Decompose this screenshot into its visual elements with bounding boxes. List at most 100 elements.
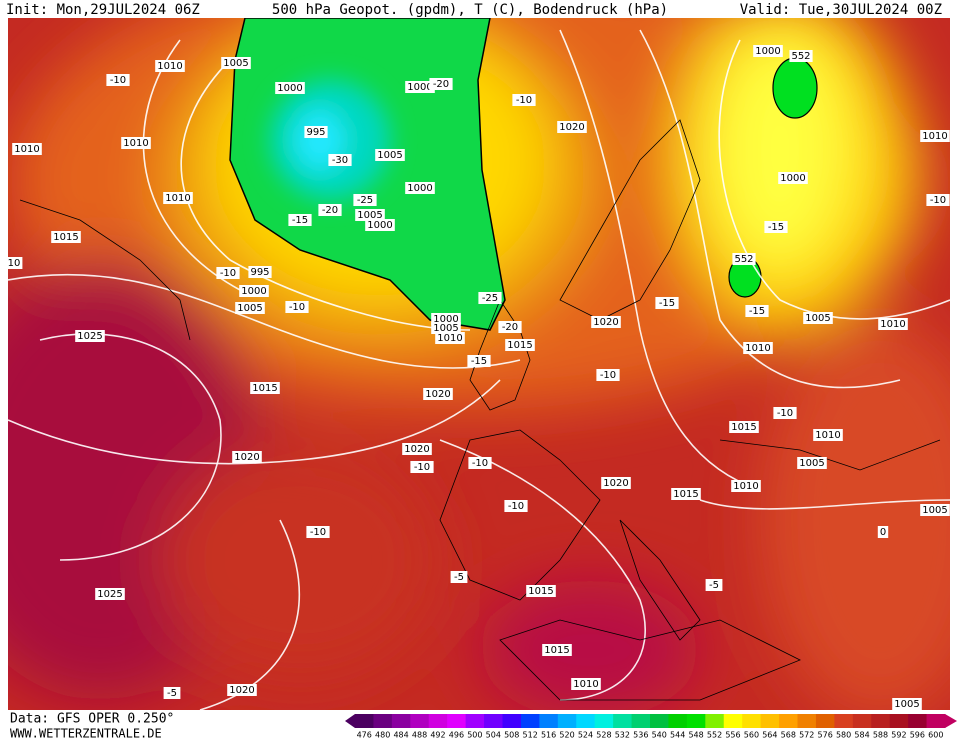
green-zone bbox=[772, 57, 818, 119]
contour-label: 1015 bbox=[731, 422, 756, 433]
contour-label: 1015 bbox=[252, 383, 277, 394]
label-box bbox=[353, 194, 377, 206]
contour-label: -15 bbox=[471, 356, 487, 367]
label-box bbox=[773, 407, 797, 419]
isobars bbox=[8, 29, 950, 710]
label-box bbox=[571, 678, 601, 690]
label-box bbox=[304, 126, 328, 138]
colorbar-label: 496 bbox=[449, 731, 464, 740]
colorbar-label: 544 bbox=[670, 731, 685, 740]
colorbar-arrow bbox=[345, 714, 355, 728]
colorbar-swatch bbox=[650, 714, 669, 728]
colorbar-swatch bbox=[908, 714, 928, 728]
label-box bbox=[542, 644, 572, 656]
contour-label: 1005 bbox=[805, 313, 830, 324]
contour-label: 1020 bbox=[425, 389, 450, 400]
valid-time: Valid: Tue,30JUL2024 00Z bbox=[740, 2, 942, 18]
contour-label: -15 bbox=[292, 215, 308, 226]
contour-label: -10 bbox=[110, 75, 126, 86]
colorbar-label: 560 bbox=[744, 731, 759, 740]
contour-label: -20 bbox=[502, 322, 518, 333]
contour-label: -15 bbox=[749, 306, 765, 317]
colorbar-label: 532 bbox=[615, 731, 630, 740]
colorbar-label: 504 bbox=[486, 731, 501, 740]
contour-label: -15 bbox=[659, 298, 675, 309]
label-box bbox=[355, 209, 385, 221]
contour-label: 1020 bbox=[229, 685, 254, 696]
colorbar-swatch bbox=[631, 714, 651, 728]
contour-label: 1020 bbox=[234, 452, 259, 463]
label-box bbox=[926, 194, 950, 206]
label-box bbox=[250, 382, 280, 394]
contour-label: 1005 bbox=[433, 323, 458, 334]
label-box bbox=[655, 297, 679, 309]
contour-label: 1020 bbox=[559, 122, 584, 133]
contour-label: 1020 bbox=[593, 317, 618, 328]
label-box bbox=[405, 81, 435, 93]
contour-label: 1010 bbox=[573, 679, 598, 690]
contour-label: 552 bbox=[791, 51, 810, 62]
contour-label: 10 bbox=[8, 258, 21, 269]
contour-label: -10 bbox=[220, 268, 236, 279]
contour-label: 1000 bbox=[407, 82, 432, 93]
label-box bbox=[797, 457, 827, 469]
label-box bbox=[235, 302, 265, 314]
contour-label: -30 bbox=[332, 155, 348, 166]
contour-label: -10 bbox=[310, 527, 326, 538]
colorbar-swatch bbox=[705, 714, 725, 728]
contour-label: 1015 bbox=[53, 232, 78, 243]
contour-label: -10 bbox=[777, 408, 793, 419]
colorbar-label: 516 bbox=[541, 731, 556, 740]
contour-label: -10 bbox=[930, 195, 946, 206]
colorbar-swatch bbox=[668, 714, 688, 728]
contour-label: 552 bbox=[734, 254, 753, 265]
label-box bbox=[745, 305, 769, 317]
colorbar-label: 572 bbox=[799, 731, 814, 740]
label-box bbox=[95, 588, 125, 600]
colorbar-label: 508 bbox=[504, 731, 519, 740]
label-box bbox=[671, 488, 701, 500]
label-box bbox=[221, 57, 251, 69]
colorbar-label: 592 bbox=[891, 731, 906, 740]
colorbar-swatch bbox=[834, 714, 854, 728]
map-title: 500 hPa Geopot. (gpdm), T (C), Bodendruc… bbox=[272, 2, 668, 18]
label-box bbox=[232, 451, 262, 463]
contour-label: 1005 bbox=[799, 458, 824, 469]
contour-label: 1010 bbox=[123, 138, 148, 149]
colorbar-swatch bbox=[576, 714, 596, 728]
colorbar-label: 488 bbox=[412, 731, 427, 740]
colorbar-label: 492 bbox=[430, 731, 445, 740]
contour-label: -20 bbox=[433, 79, 449, 90]
contour-label: 1005 bbox=[223, 58, 248, 69]
contour-label: 1020 bbox=[603, 478, 628, 489]
label-box bbox=[705, 579, 723, 591]
label-box bbox=[803, 312, 833, 324]
label-box bbox=[505, 339, 535, 351]
colorbar-label: 568 bbox=[781, 731, 796, 740]
label-box bbox=[920, 130, 950, 142]
label-box bbox=[288, 214, 312, 226]
contour-label: 1010 bbox=[157, 61, 182, 72]
colorbar-label: 584 bbox=[854, 731, 869, 740]
colorbar-label: 484 bbox=[393, 731, 408, 740]
contour-label: -20 bbox=[322, 205, 338, 216]
label-box bbox=[163, 687, 181, 699]
colorbar-label: 552 bbox=[707, 731, 722, 740]
label-box bbox=[512, 94, 536, 106]
contour-label: 1015 bbox=[507, 340, 532, 351]
contour-label: -5 bbox=[709, 580, 719, 591]
contour-label: 995 bbox=[250, 267, 269, 278]
colorbar-swatch bbox=[484, 714, 503, 728]
contour-label: -15 bbox=[768, 222, 784, 233]
label-box bbox=[731, 480, 761, 492]
contour-label: -10 bbox=[516, 95, 532, 106]
label-box bbox=[227, 684, 257, 696]
label-box bbox=[498, 321, 522, 333]
label-box bbox=[365, 219, 395, 231]
colorbar-swatch bbox=[373, 714, 393, 728]
contour-label: 1000 bbox=[755, 46, 780, 57]
label-box bbox=[75, 330, 105, 342]
label-box bbox=[12, 143, 42, 155]
colorbar-swatch bbox=[428, 714, 448, 728]
